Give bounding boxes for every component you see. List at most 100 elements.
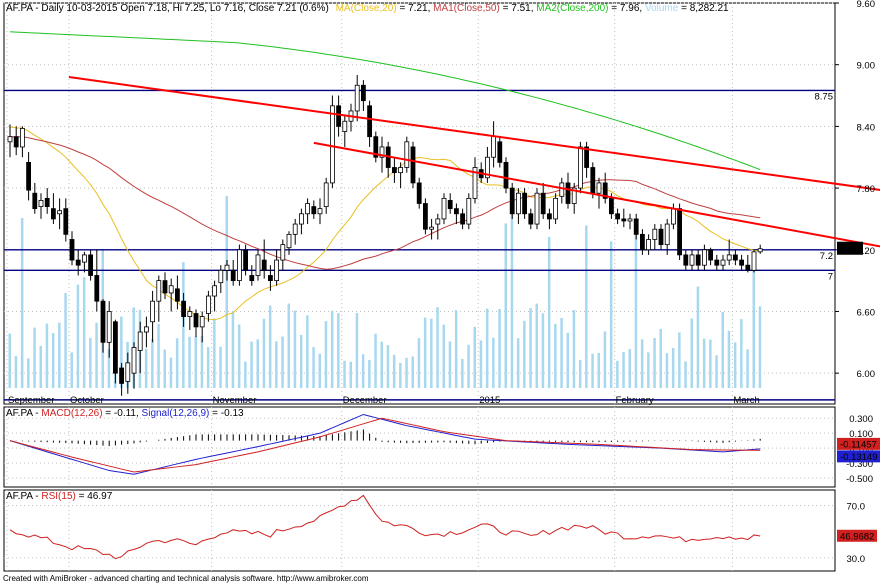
x-tick-label: March [733, 395, 759, 406]
candle-body [609, 197, 614, 215]
volume-bar [70, 352, 73, 388]
candle-body [230, 269, 236, 282]
signal-value: = -0.13 [209, 408, 244, 419]
volume-bar [206, 347, 210, 388]
volume-bar [256, 339, 259, 388]
y-tick-label: 6.00 [857, 369, 876, 380]
volume-bar [696, 286, 700, 388]
candle-body [342, 120, 348, 132]
candle-body [602, 182, 608, 199]
candle-body [75, 259, 81, 266]
candle-body [38, 200, 44, 207]
last-close-box [837, 241, 863, 255]
candle-body [571, 187, 577, 204]
rsi-y-tick-label: 70.0 [847, 502, 866, 513]
candle-body [274, 259, 280, 282]
candle-body [298, 213, 304, 225]
volume-bar [634, 232, 638, 388]
candle-body [429, 226, 435, 230]
volume-bar [678, 332, 681, 388]
candle-body [671, 208, 676, 225]
macd-last-box [837, 450, 880, 463]
volume-bar [20, 218, 24, 388]
candle-body [280, 244, 286, 261]
volume-bar [671, 347, 675, 388]
macd-value: = -0.11, [103, 408, 142, 419]
candle-body [528, 213, 534, 225]
volume-bar [578, 359, 582, 388]
volume-bar [572, 310, 576, 388]
candle-body [168, 285, 174, 294]
volume-bar [566, 332, 569, 388]
volume-bar [268, 305, 272, 388]
x-tick-label: 2015 [479, 395, 500, 406]
candle-body [51, 208, 56, 220]
candle-body [329, 105, 335, 184]
volume-bar [51, 333, 55, 388]
candle-body [367, 105, 373, 138]
horizontal-line-label: 8.75 [815, 91, 834, 102]
candle-body [106, 311, 112, 343]
volume-bar [417, 338, 421, 388]
horizontal-line-label: 7.2 [820, 251, 833, 262]
volume-bar [399, 362, 402, 388]
y-tick-label: 7.80 [857, 184, 876, 195]
volume-bar [33, 327, 36, 388]
candle-body [447, 200, 453, 210]
candle-body [410, 146, 416, 184]
rsi-label: RSI(15) [41, 491, 75, 502]
volume-bar [355, 313, 359, 388]
rsi-last-label: 46.9682 [840, 531, 874, 542]
volume-bar [39, 345, 42, 388]
volume-bar [746, 349, 749, 388]
candle-body [255, 254, 261, 276]
volume-bar [454, 310, 458, 388]
ma50-value: = 7.51, [500, 3, 536, 14]
candle-body [174, 288, 180, 302]
macd-y-tick-label: 0.300 [849, 414, 873, 425]
volume-bar [250, 341, 253, 388]
volume-bar [504, 223, 507, 388]
candle-body [143, 326, 149, 333]
volume-bar [702, 338, 706, 388]
volume-bar [659, 328, 662, 388]
rsi-panel [3, 489, 836, 572]
candle-body [621, 218, 627, 222]
macd-y-tick-label: -0.500 [846, 474, 873, 485]
candle-body [695, 254, 701, 266]
y-tick-label: 9.60 [857, 0, 876, 10]
y-tick-label: 6.60 [857, 307, 876, 318]
candle-body [652, 228, 658, 240]
candle-body [559, 182, 565, 197]
volume-bar [157, 323, 160, 388]
volume-bar [337, 313, 340, 388]
candle-body [63, 208, 69, 235]
ma20-label: MA(Close,20) [336, 3, 397, 14]
candle-body [509, 187, 515, 215]
volume-bar [733, 342, 737, 388]
volume-bar [64, 293, 67, 388]
ma50-label: MA1(Close,50) [433, 3, 500, 14]
candle-body [13, 136, 19, 148]
candle-body [82, 254, 87, 263]
volume-bar [727, 330, 731, 388]
footer-credit: Created with AmiBroker - advanced charti… [3, 574, 369, 583]
candle-body [516, 192, 521, 215]
rsi-plot: 70.0 30.0 46.9682 [9, 494, 877, 565]
candle-body [286, 233, 292, 249]
volume-bar [306, 315, 309, 388]
volume-bar [293, 310, 297, 388]
volume-bar [343, 360, 346, 388]
candle-body [311, 206, 317, 215]
volume-bar [237, 324, 241, 388]
macd-prefix: AF.PA - [6, 408, 41, 419]
volume-bar [175, 338, 179, 388]
candle-body [156, 280, 162, 302]
volume-bar [591, 353, 594, 388]
volume-value: = 8,282.21 [678, 3, 729, 14]
volume-bar [392, 354, 396, 388]
ma200-label: MA2(Close,200) [536, 3, 608, 14]
volume-bar [554, 323, 557, 388]
volume-bar [609, 241, 613, 388]
rsi-prefix: AF.PA - [6, 491, 41, 502]
